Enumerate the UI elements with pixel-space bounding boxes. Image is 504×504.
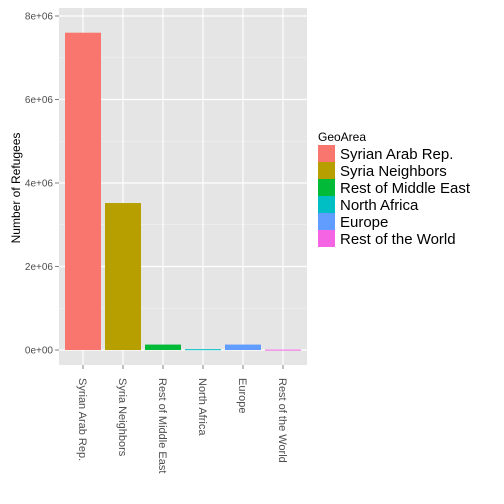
legend: GeoArea Syrian Arab Rep.Syria NeighborsR… [318,130,471,248]
bar [185,349,221,351]
legend-title: GeoArea [318,130,366,144]
x-tick-label: Rest of Middle East [156,378,168,473]
y-axis-ticks: 0e+00 2e+06 4e+06 6e+06 8e+06 [25,12,59,357]
legend-key [318,179,335,196]
y-tick-label: 2e+06 [25,262,54,273]
y-tick-label: 8e+06 [25,12,54,23]
x-tick-label: Rest of the World [276,378,288,463]
legend-label: Rest of Middle East [340,180,471,197]
legend-label: Syrian Arab Rep. [340,146,453,163]
legend-label: Rest of the World [340,231,456,248]
x-tick-label: Syria Neighbors [116,378,128,457]
bar [145,344,181,350]
legend-label: Syria Neighbors [340,163,447,180]
bar [225,344,261,350]
x-tick-label: North Africa [196,378,208,436]
y-axis-title: Number of Refugees [9,133,23,244]
x-axis-ticks: Syrian Arab Rep. Syria Neighbors Rest of M… [76,365,288,473]
bars [65,32,301,351]
legend-key [318,213,335,230]
legend-key [318,145,335,162]
x-tick-label: Syrian Arab Rep. [76,378,88,461]
legend-label: Europe [340,214,388,231]
x-tick-label: Europe [236,378,248,413]
y-tick-label: 0e+00 [25,346,54,357]
bar [265,349,301,351]
legend-key [318,230,335,247]
legend-label: North Africa [340,197,419,214]
bar [65,32,101,350]
y-tick-label: 4e+06 [25,179,54,190]
y-tick-label: 6e+06 [25,95,54,106]
legend-key [318,196,335,213]
legend-key [318,162,335,179]
bar [105,203,141,350]
